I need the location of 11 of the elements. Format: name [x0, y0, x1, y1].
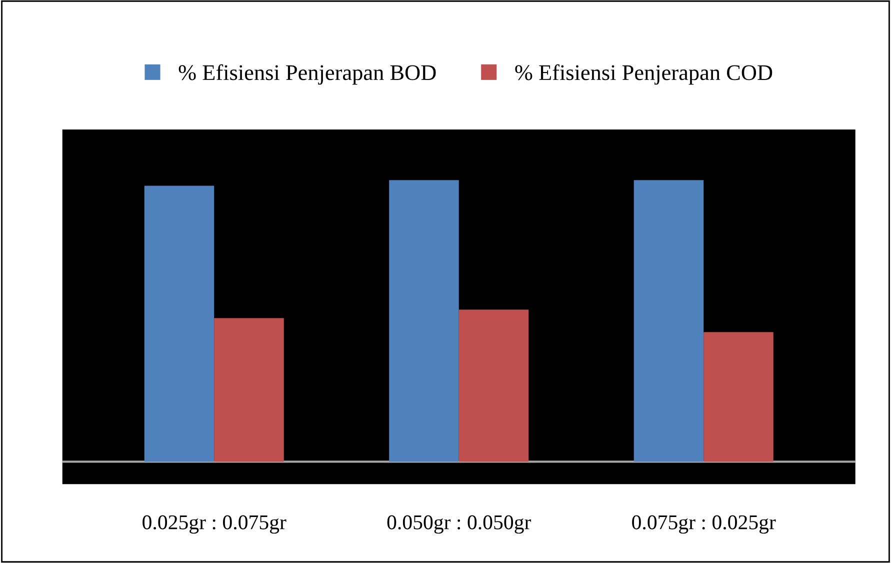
legend-label: % Efisiensi Penjerapan COD [515, 64, 772, 85]
legend-label: % Efisiensi Penjerapan BOD [178, 64, 436, 85]
x-tick-label: 0.075gr : 0.025gr [632, 515, 776, 534]
x-tick-label: 0.025gr : 0.075gr [142, 515, 286, 534]
bar [214, 318, 284, 462]
bar [458, 310, 529, 462]
x-tick-label: 0.050gr : 0.050gr [387, 515, 532, 534]
bar [634, 180, 704, 462]
bar [144, 186, 214, 462]
bar [389, 180, 459, 462]
bar [704, 332, 774, 462]
